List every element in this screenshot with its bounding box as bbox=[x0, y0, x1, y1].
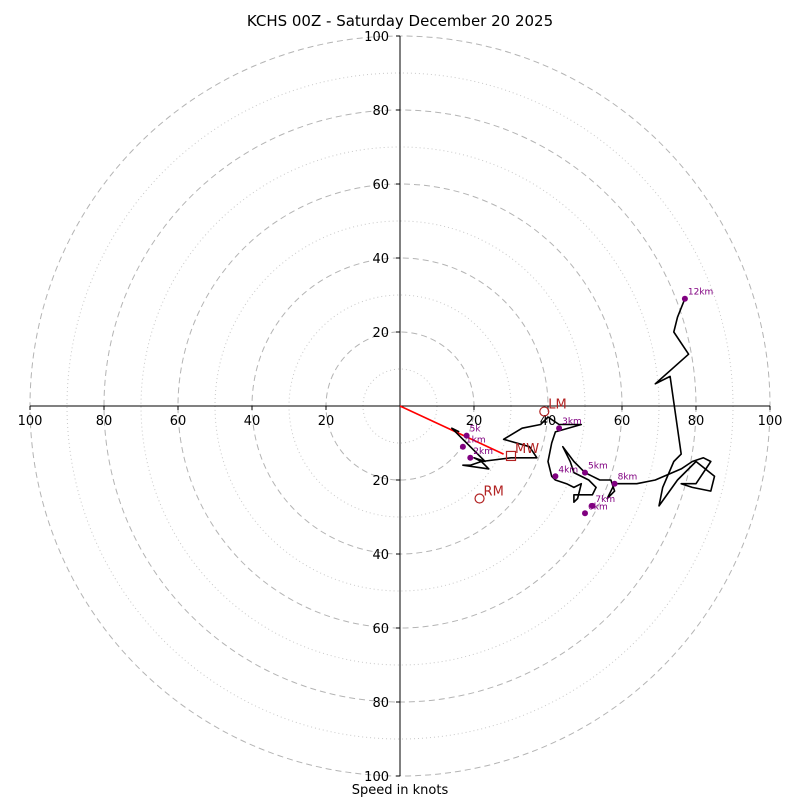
height-marker-point bbox=[582, 469, 588, 476]
y-tick-label: 80 bbox=[372, 104, 389, 119]
x-tick-label: 100 bbox=[758, 414, 783, 429]
height-marker-point bbox=[463, 432, 470, 439]
x-tick-label: 60 bbox=[170, 414, 187, 429]
y-tick-label: 20 bbox=[372, 326, 389, 341]
height-marker-label: 3km bbox=[562, 417, 582, 427]
chart-title: KCHS 00Z - Saturday December 20 2025 bbox=[246, 12, 554, 30]
tick-labels: 100 100 80 80 60 60 40 40 20 20 20 20 40 40 60 60 80 80 10… bbox=[18, 30, 783, 785]
x-tick-label: 20 bbox=[466, 414, 483, 429]
height-marker-label: 4km bbox=[558, 465, 578, 475]
storm-point-label: LM bbox=[548, 398, 566, 413]
storm-point-marker bbox=[539, 406, 550, 417]
y-tick-label: 60 bbox=[372, 622, 389, 637]
storm-point-label: MW bbox=[515, 442, 539, 457]
height-marker-point bbox=[459, 443, 466, 450]
storm-point-label: RM bbox=[484, 485, 504, 500]
storm-point-marker bbox=[474, 493, 485, 504]
x-tick-label: 60 bbox=[614, 414, 631, 429]
hodograph-line bbox=[450, 298, 716, 507]
x-tick-label: 20 bbox=[318, 414, 335, 429]
height-marker-label: 2km bbox=[473, 447, 493, 457]
y-tick-label: 80 bbox=[372, 696, 389, 711]
x-tick-label: 80 bbox=[688, 414, 705, 429]
x-tick-label: 40 bbox=[540, 414, 557, 429]
x-tick-label: 80 bbox=[96, 414, 113, 429]
height-marker-point bbox=[611, 480, 618, 487]
y-tick-label: 20 bbox=[372, 474, 389, 489]
hodograph-traces bbox=[399, 298, 716, 507]
height-marker-point bbox=[681, 295, 688, 302]
height-marker-label: 7km bbox=[595, 495, 615, 505]
height-marker-label: 8km bbox=[618, 473, 638, 483]
height-marker-point bbox=[582, 510, 588, 517]
height-marker-label: 6km bbox=[588, 502, 608, 512]
height-marker-point bbox=[467, 454, 474, 461]
y-tick-label: 40 bbox=[372, 548, 389, 563]
y-tick-label: 100 bbox=[364, 770, 389, 785]
x-axis-label: Speed in knots bbox=[351, 783, 449, 798]
height-marker-label: 5km bbox=[588, 462, 608, 472]
height-marker-label: 5k bbox=[470, 425, 482, 435]
y-tick-label: 60 bbox=[372, 178, 389, 193]
storm-point-marker bbox=[505, 450, 517, 462]
height-marker-label: 1km bbox=[466, 436, 486, 446]
height-marker-point bbox=[589, 502, 596, 509]
y-tick-label: 100 bbox=[364, 30, 389, 45]
x-tick-label: 40 bbox=[244, 414, 261, 429]
storm-motion-vector bbox=[399, 405, 504, 455]
y-tick-label: 40 bbox=[372, 252, 389, 267]
height-marker-label: 12km bbox=[688, 288, 713, 298]
height-marker-point bbox=[556, 425, 563, 432]
x-tick-label: 100 bbox=[18, 414, 43, 429]
storm-motion-points: LM MW RM bbox=[474, 398, 567, 504]
height-marker-point bbox=[552, 473, 559, 480]
